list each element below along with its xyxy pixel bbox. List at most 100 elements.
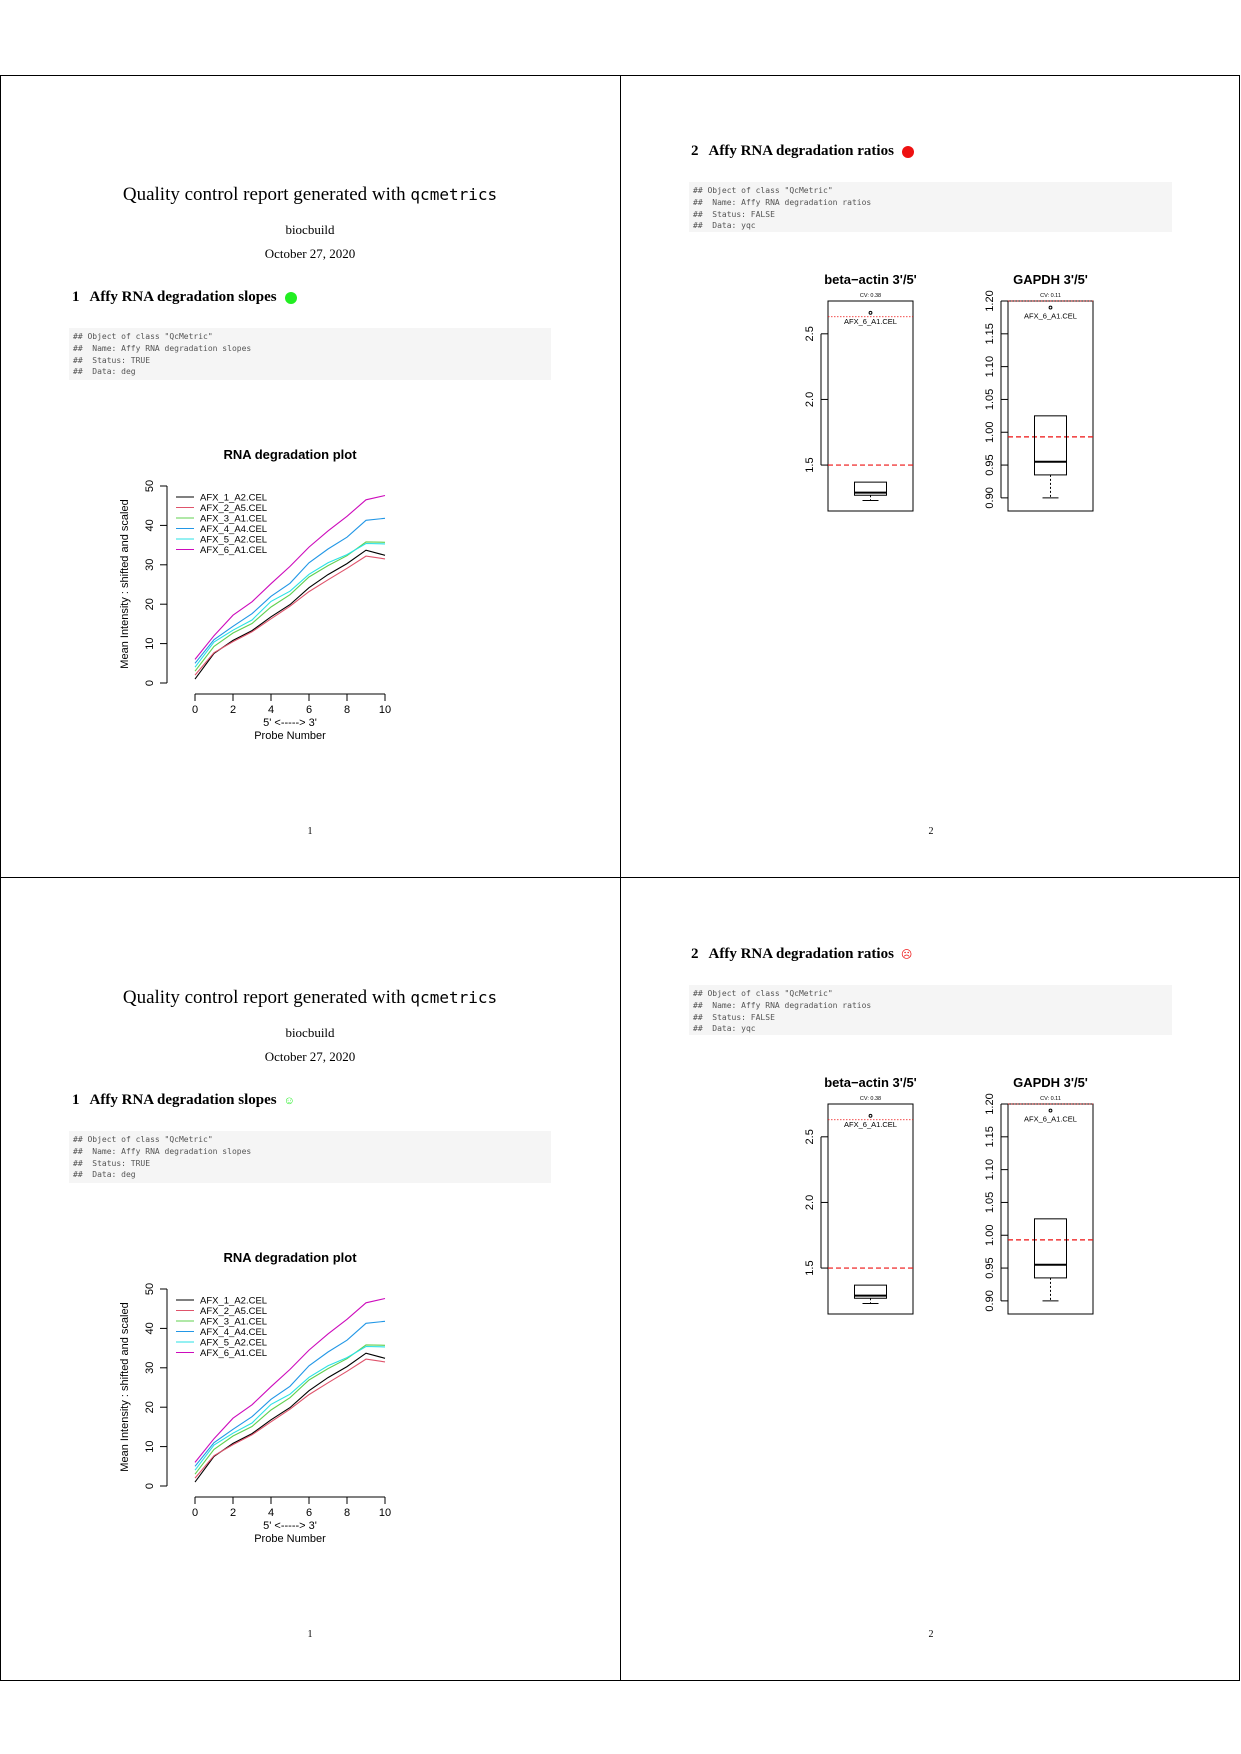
box bbox=[1034, 1218, 1067, 1279]
y-tick-label: 30 bbox=[144, 559, 156, 571]
series-line bbox=[194, 1297, 386, 1463]
code-block: ## Object of class "QcMetric" ## Name: A… bbox=[69, 1131, 551, 1183]
legend-label: AFX_1_A2.CEL bbox=[200, 493, 267, 504]
smiley-icon: ☺ bbox=[283, 1094, 295, 1107]
report-title: Quality control report generated with qc… bbox=[122, 184, 498, 205]
page-number: 2 bbox=[928, 1629, 934, 1640]
y-tick-label: 0 bbox=[144, 1483, 156, 1489]
outlier-label: AFX_6_A1.CEL bbox=[844, 317, 897, 326]
y-tick-label: 2.0 bbox=[804, 1195, 816, 1210]
page-1-bottom: Quality control report generated with qc… bbox=[0, 879, 620, 1681]
y-tick-label: 1.05 bbox=[984, 389, 996, 410]
y-tick-label: 10 bbox=[144, 1440, 156, 1452]
y-tick-label: 2.5 bbox=[804, 326, 816, 341]
cv-label: CV: 0.11 bbox=[1040, 293, 1061, 299]
outlier-label: AFX_6_A1.CEL bbox=[844, 1120, 897, 1129]
y-tick-label: 0.90 bbox=[984, 487, 996, 508]
legend-label: AFX_4_A4.CEL bbox=[200, 524, 267, 535]
divider-left bbox=[0, 75, 1, 1681]
series-line bbox=[194, 1358, 386, 1479]
frown-icon: ☹ bbox=[900, 949, 913, 961]
page-2-bottom: 2 Affy RNA degradation ratios ☹ ## Objec… bbox=[621, 879, 1241, 1681]
y-tick-label: 1.20 bbox=[984, 1093, 996, 1114]
page-2-top: 2 Affy RNA degradation ratios ## Object … bbox=[621, 76, 1241, 878]
series-line bbox=[194, 555, 386, 676]
report-date: October 27, 2020 bbox=[264, 1049, 356, 1064]
y-tick-label: 20 bbox=[144, 598, 156, 610]
y-tick-label: 50 bbox=[144, 480, 156, 492]
chart-title: GAPDH 3'/5' bbox=[1013, 272, 1088, 287]
outlier-point bbox=[868, 310, 873, 315]
chart-title: GAPDH 3'/5' bbox=[1013, 1075, 1088, 1090]
legend-label: AFX_5_A2.CEL bbox=[200, 535, 267, 546]
chart-title: beta−actin 3'/5' bbox=[824, 272, 917, 287]
page-number: 2 bbox=[928, 826, 934, 837]
y-tick-label: 30 bbox=[144, 1362, 156, 1374]
y-tick-label: 40 bbox=[144, 1322, 156, 1334]
y-tick-label: 1.15 bbox=[984, 323, 996, 344]
box bbox=[1034, 415, 1067, 476]
y-tick-label: 1.00 bbox=[984, 422, 996, 443]
outlier-point bbox=[1048, 1108, 1053, 1113]
x-axis-label: 5' <-----> 3' bbox=[263, 717, 317, 729]
section-1-heading: 1 Affy RNA degradation slopes ☺ bbox=[72, 1092, 295, 1108]
x-tick-label: 6 bbox=[306, 1507, 312, 1519]
y-tick-label: 40 bbox=[144, 519, 156, 531]
x-tick-label: 4 bbox=[268, 1507, 274, 1519]
chart-title: RNA degradation plot bbox=[223, 447, 357, 462]
status-dot-icon bbox=[901, 145, 914, 158]
outlier-point bbox=[1048, 305, 1053, 310]
divider-horizontal bbox=[0, 877, 1240, 878]
x-tick-label: 2 bbox=[230, 704, 236, 716]
outlier-label: AFX_6_A1.CEL bbox=[1024, 1115, 1077, 1124]
box bbox=[854, 481, 887, 496]
legend-label: AFX_5_A2.CEL bbox=[200, 1338, 267, 1349]
y-axis-label: Mean Intensity : shifted and scaled bbox=[120, 499, 131, 668]
y-tick-label: 1.15 bbox=[984, 1126, 996, 1147]
y-tick-label: 2.0 bbox=[804, 392, 816, 407]
y-tick-label: 1.20 bbox=[984, 290, 996, 311]
plot-frame bbox=[827, 300, 914, 512]
outlier-point bbox=[868, 1113, 873, 1118]
series-line bbox=[194, 1320, 386, 1467]
report-author: biocbuild bbox=[285, 222, 335, 237]
outlier-label: AFX_6_A1.CEL bbox=[1024, 312, 1077, 321]
legend-label: AFX_2_A5.CEL bbox=[200, 503, 267, 514]
cv-label: CV: 0.11 bbox=[1040, 1096, 1061, 1102]
divider-right bbox=[1239, 75, 1240, 1681]
legend-label: AFX_2_A5.CEL bbox=[200, 1306, 267, 1317]
section-1-heading: 1 Affy RNA degradation slopes bbox=[72, 289, 297, 306]
cv-label: CV: 0.38 bbox=[860, 1096, 881, 1102]
legend-label: AFX_4_A4.CEL bbox=[200, 1327, 267, 1338]
chart-title: beta−actin 3'/5' bbox=[824, 1075, 917, 1090]
code-block: ## Object of class "QcMetric" ## Name: A… bbox=[689, 182, 1172, 232]
y-tick-label: 2.5 bbox=[804, 1129, 816, 1144]
y-tick-label: 0 bbox=[144, 680, 156, 686]
gapdh-boxplot: GAPDH 3'/5' CV: 0.11 0.90 0.95 1.00 1.05 1.10 1… bbox=[984, 1075, 1094, 1315]
x-tick-label: 8 bbox=[344, 1507, 350, 1519]
y-tick-label: 50 bbox=[144, 1283, 156, 1295]
report-title: Quality control report generated with qc… bbox=[122, 987, 498, 1008]
page-1-top: Quality control report generated with qc… bbox=[0, 76, 620, 878]
y-tick-label: 1.05 bbox=[984, 1192, 996, 1213]
y-tick-label: 1.10 bbox=[984, 1159, 996, 1180]
section-2-heading: 2 Affy RNA degradation ratios bbox=[691, 143, 914, 160]
y-tick-label: 0.95 bbox=[984, 454, 996, 475]
x-tick-label: 6 bbox=[306, 704, 312, 716]
page-number: 1 bbox=[307, 1629, 313, 1640]
y-tick-label: 1.00 bbox=[984, 1225, 996, 1246]
rna-degradation-plot: RNA degradation plot 0 10 20 30 40 50 Mean Inte… bbox=[120, 1250, 391, 1545]
y-tick-label: 1.10 bbox=[984, 356, 996, 377]
x-tick-label: 10 bbox=[379, 1507, 391, 1519]
series-line bbox=[194, 1345, 386, 1471]
legend-label: AFX_6_A1.CEL bbox=[200, 1348, 267, 1359]
x-tick-label: 2 bbox=[230, 1507, 236, 1519]
y-axis-label: Mean Intensity : shifted and scaled bbox=[120, 1302, 131, 1471]
divider-middle bbox=[620, 75, 621, 1681]
code-block: ## Object of class "QcMetric" ## Name: A… bbox=[69, 328, 551, 380]
chart-title: RNA degradation plot bbox=[223, 1250, 357, 1265]
code-block: ## Object of class "QcMetric" ## Name: A… bbox=[689, 985, 1172, 1035]
y-tick-label: 20 bbox=[144, 1401, 156, 1413]
series-line bbox=[194, 542, 386, 668]
